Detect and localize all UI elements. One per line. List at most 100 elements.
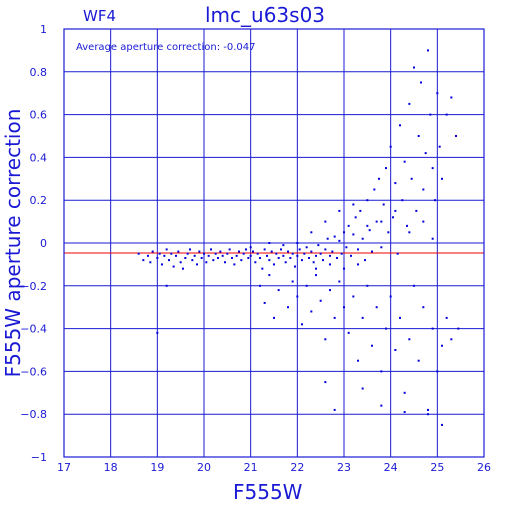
y-tick-label: 0.6 (30, 109, 48, 122)
data-point (445, 113, 448, 116)
x-tick-label: 23 (337, 461, 351, 474)
data-point (352, 233, 355, 236)
data-point (436, 370, 439, 373)
data-point (277, 256, 280, 259)
data-point (336, 256, 338, 259)
data-point (410, 177, 413, 180)
data-point (329, 289, 331, 292)
plot-frame (63, 28, 485, 458)
data-point (401, 199, 404, 202)
data-point (406, 224, 408, 227)
data-point (357, 263, 359, 266)
data-point (298, 248, 301, 251)
data-point (238, 250, 240, 253)
y-tick-label: −0.8 (20, 408, 47, 421)
data-point (345, 246, 348, 249)
data-point (289, 256, 292, 259)
data-point (270, 250, 273, 253)
data-point (315, 267, 317, 270)
data-point (291, 280, 294, 283)
data-point (177, 250, 180, 253)
data-point (196, 263, 198, 266)
data-point (441, 344, 443, 347)
data-point (408, 338, 411, 341)
tick-labels: 17 18 19 20 21 22 23 24 25 26 −1 −0.8 −0.6 −0.4 −0.2 0 0… (20, 23, 491, 474)
data-point (413, 66, 415, 69)
data-point (240, 259, 243, 262)
data-point (149, 261, 152, 264)
data-point (338, 209, 341, 212)
x-tick-label: 19 (150, 461, 164, 474)
y-tick-label: −0.4 (20, 323, 47, 336)
data-point (375, 220, 378, 223)
data-point (231, 256, 233, 259)
data-point (333, 408, 336, 411)
y-tick-label: 0 (40, 237, 47, 250)
x-tick-label: 25 (430, 461, 444, 474)
data-point (392, 216, 394, 219)
data-point (170, 252, 173, 255)
data-point (165, 248, 168, 251)
data-point (329, 254, 331, 257)
data-point (347, 331, 350, 334)
data-point (431, 167, 434, 170)
data-point (207, 254, 210, 257)
data-point (301, 259, 303, 262)
data-point (380, 370, 383, 373)
data-point (368, 229, 371, 232)
data-point (441, 177, 443, 180)
data-point (366, 199, 369, 202)
data-point (165, 284, 168, 287)
data-point (182, 267, 184, 270)
x-tick-label: 21 (244, 461, 258, 474)
data-point (256, 252, 259, 255)
data-point (175, 254, 177, 257)
data-point (168, 259, 170, 262)
data-point (329, 263, 331, 266)
data-point (422, 188, 425, 191)
x-tick-label: 20 (197, 461, 211, 474)
data-point (228, 248, 231, 251)
data-point (436, 92, 439, 95)
data-point (254, 261, 257, 264)
data-point (210, 248, 212, 251)
data-point (434, 199, 436, 202)
data-point (249, 246, 252, 249)
data-point (212, 259, 215, 262)
data-point (324, 381, 327, 384)
data-point (445, 316, 448, 319)
data-point (268, 274, 271, 277)
data-point (268, 259, 271, 262)
data-point (305, 246, 308, 249)
data-point (172, 265, 175, 268)
data-point (324, 338, 327, 341)
data-point (338, 239, 341, 242)
data-point (200, 256, 203, 259)
data-point (156, 331, 159, 334)
data-point (273, 263, 275, 266)
y-tick-label: 0.2 (30, 194, 48, 207)
data-point (338, 280, 341, 283)
data-point (441, 423, 443, 426)
data-point (275, 252, 278, 255)
data-point (287, 306, 289, 309)
average-annotation: Average aperture correction: -0.047 (76, 42, 256, 53)
data-point (296, 254, 299, 257)
data-point (189, 248, 191, 251)
data-point (282, 244, 285, 247)
data-point (403, 391, 406, 394)
data-point (263, 301, 266, 304)
data-point (424, 152, 427, 155)
data-point (310, 231, 313, 234)
data-point (191, 259, 194, 262)
data-point (322, 259, 324, 262)
data-point (357, 248, 359, 251)
data-point (252, 250, 254, 253)
data-point (198, 250, 201, 253)
data-point (352, 295, 355, 298)
y-tick-label: −1 (31, 451, 47, 464)
data-point (408, 231, 411, 234)
data-point (396, 252, 399, 255)
chart-title: lmc_u63s03 (205, 3, 326, 27)
data-point (457, 327, 460, 330)
